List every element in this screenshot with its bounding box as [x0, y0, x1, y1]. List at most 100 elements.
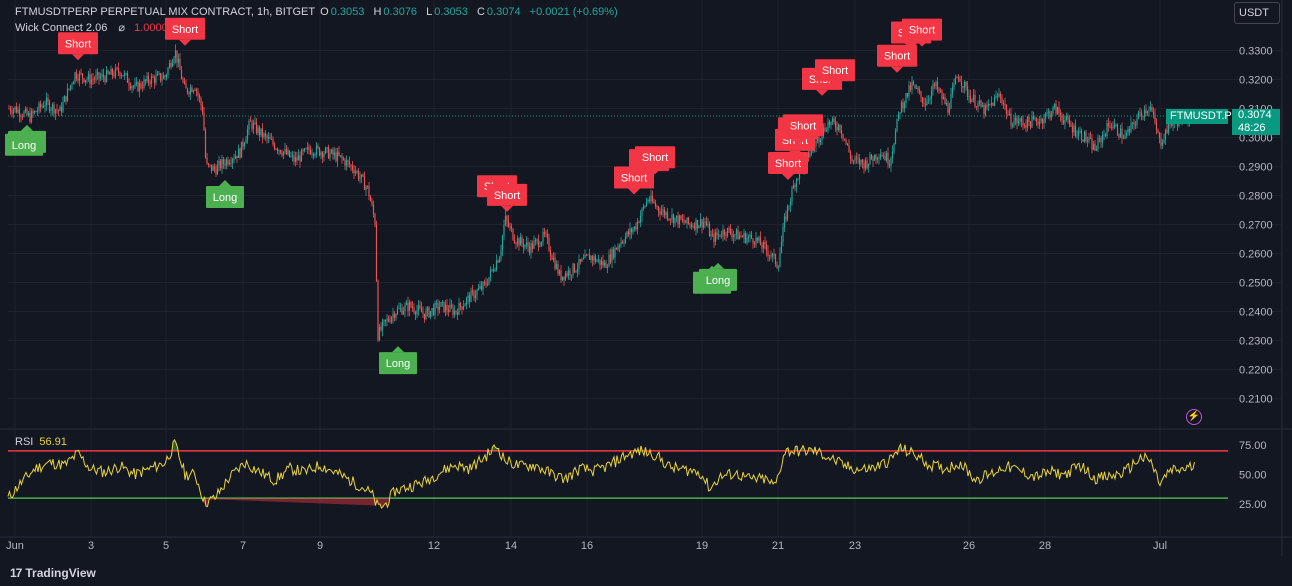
candle-body — [497, 260, 499, 263]
candle-body — [912, 81, 915, 85]
lightning-icon[interactable]: ⚡ — [1186, 409, 1202, 425]
candle — [971, 98, 973, 103]
candle-body — [138, 82, 141, 92]
candle — [617, 243, 619, 252]
candle-body — [54, 109, 57, 114]
candle — [638, 220, 640, 224]
candle — [1034, 115, 1036, 121]
candle-body — [149, 82, 151, 84]
candle-body — [639, 216, 642, 223]
candle — [821, 136, 823, 146]
candle-body — [659, 211, 661, 215]
candle-body — [201, 105, 204, 113]
candle — [1118, 133, 1120, 140]
candle-body — [809, 153, 811, 158]
candle — [672, 213, 675, 228]
candle — [408, 299, 411, 317]
candle — [905, 92, 907, 108]
candle-body — [222, 159, 225, 164]
price-tick-label: 0.3300 — [1239, 46, 1273, 58]
candle-body — [168, 62, 171, 68]
candle — [846, 142, 849, 146]
symbol-line[interactable]: FTMUSDTPERP PERPETUAL MIX CONTRACT, 1h, … — [15, 6, 316, 18]
candle — [21, 113, 24, 120]
candle-body — [669, 219, 672, 220]
tradingview-logo[interactable]: 17 TradingView — [10, 566, 96, 580]
candle-body — [891, 151, 894, 159]
candle — [132, 85, 135, 91]
candle — [626, 230, 628, 239]
candle-body — [630, 228, 633, 233]
candle-body — [563, 276, 565, 280]
candle-body — [444, 304, 447, 312]
candle-body — [498, 258, 501, 263]
candle-body — [1136, 118, 1138, 126]
candle-body — [552, 257, 555, 260]
candle-body — [1004, 103, 1006, 106]
candle — [917, 86, 919, 94]
indicator-header[interactable]: Wick Connect 2.06 ⌀ 1.0000 — [15, 21, 170, 34]
currency-button[interactable]: USDT — [1234, 2, 1280, 24]
candle — [323, 150, 325, 162]
candle-body — [564, 273, 567, 280]
candle-body — [425, 310, 427, 320]
candle — [873, 154, 876, 161]
candle-body — [128, 82, 130, 86]
candle — [851, 155, 853, 164]
signal-text: Short — [775, 158, 801, 170]
candle-body — [672, 214, 675, 224]
candle-body — [615, 247, 618, 250]
candle — [140, 80, 142, 90]
candle-body — [404, 304, 406, 312]
candle-body — [1137, 112, 1140, 119]
candle — [209, 164, 211, 168]
candle-body — [539, 245, 541, 247]
candle — [380, 322, 382, 332]
indicator-name[interactable]: Wick Connect 2.06 — [15, 22, 108, 34]
candle — [542, 227, 544, 246]
candle — [632, 226, 634, 235]
candle — [770, 250, 772, 260]
candle — [1143, 105, 1146, 122]
candle — [941, 88, 943, 106]
signal-pointer — [501, 205, 513, 212]
candle — [177, 53, 180, 68]
candle — [903, 100, 906, 113]
candle — [1079, 126, 1081, 134]
candle — [1145, 104, 1147, 117]
candle — [326, 146, 328, 154]
candle — [53, 102, 55, 118]
candle — [63, 95, 66, 103]
candle — [224, 158, 226, 170]
candle-body — [1122, 138, 1125, 140]
candle — [978, 94, 981, 107]
signal-box — [902, 18, 942, 41]
candle — [219, 158, 222, 171]
candle-body — [819, 140, 822, 143]
candle-body — [933, 84, 936, 86]
candle — [656, 204, 658, 210]
candle — [210, 164, 213, 174]
candle-body — [494, 269, 496, 272]
rsi-header[interactable]: RSI 56.91 — [15, 436, 67, 448]
candle — [506, 214, 508, 228]
candle — [984, 103, 987, 117]
candle — [1083, 130, 1086, 143]
candle — [1068, 115, 1071, 128]
signal-pointer — [891, 66, 903, 73]
candle-body — [113, 74, 115, 77]
candle — [311, 148, 313, 159]
short-signal: Short — [877, 44, 917, 73]
rsi-tick-label: 25.00 — [1239, 499, 1267, 511]
candle — [951, 82, 954, 99]
candle-body — [48, 101, 51, 111]
candle-body — [455, 310, 457, 313]
candle — [1056, 106, 1059, 115]
candle — [651, 190, 654, 204]
candle-body — [347, 160, 349, 162]
last-price-value: 0.3074 — [1238, 109, 1272, 121]
candle — [308, 143, 310, 155]
candle-body — [209, 164, 211, 166]
candle-body — [1080, 130, 1083, 140]
